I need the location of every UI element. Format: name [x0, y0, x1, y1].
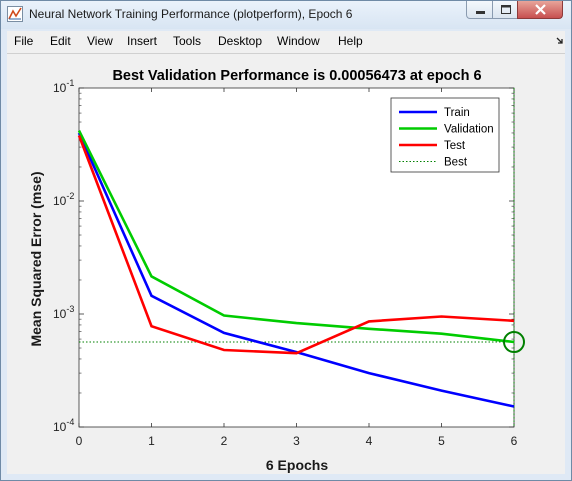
maximize-icon [501, 5, 511, 14]
menu-tools[interactable]: Tools [173, 34, 202, 48]
performance-chart: Best Validation Performance is 0.0005647… [28, 68, 525, 473]
x-tick-label: 4 [366, 434, 373, 448]
y-axis-ticks: 10-4 10-3 10-2 10-1 [53, 78, 514, 434]
minimize-button[interactable] [466, 1, 493, 19]
y-tick-label: 10-1 [53, 78, 74, 95]
legend-label-validation: Validation [444, 124, 494, 136]
y-tick-label: 10-2 [53, 191, 74, 208]
y-axis-label: Mean Squared Error (mse) [28, 171, 44, 346]
menu-help[interactable]: Help [338, 34, 363, 48]
best-point-circle [503, 331, 525, 354]
x-tick-label: 2 [221, 434, 228, 448]
menu-desktop[interactable]: Desktop [218, 34, 263, 48]
title-bar[interactable]: Neural Network Training Performance (plo… [1, 1, 571, 29]
menu-view[interactable]: View [87, 34, 113, 48]
series-line-validation [77, 130, 515, 344]
menu-window[interactable]: Window [277, 34, 320, 48]
figure-area: Best Validation Performance is 0.0005647… [7, 54, 565, 474]
x-axis-ticks: 0 1 2 3 4 5 6 [76, 88, 518, 448]
close-icon [535, 4, 546, 15]
y-tick-label: 10-4 [53, 417, 74, 434]
legend: Train Validation Test Best [390, 97, 500, 173]
maximize-button[interactable] [492, 1, 518, 19]
x-tick-label: 6 [511, 434, 518, 448]
x-tick-label: 5 [438, 434, 445, 448]
legend-label-best: Best [444, 157, 468, 169]
legend-label-test: Test [444, 140, 466, 152]
dock-arrow-icon[interactable] [555, 35, 565, 47]
legend-box [390, 97, 500, 173]
best-markers [79, 88, 515, 427]
minimize-icon [476, 11, 485, 14]
legend-label-train: Train [444, 107, 470, 119]
menu-edit[interactable]: Edit [50, 34, 71, 48]
y-tick-label: 10-3 [53, 304, 74, 321]
series-line-test [77, 135, 515, 355]
x-axis-label: 6 Epochs [266, 457, 328, 473]
x-tick-label: 1 [148, 434, 155, 448]
window-title: Neural Network Training Performance (plo… [29, 7, 353, 21]
menu-file[interactable]: File [14, 34, 34, 48]
close-button[interactable] [517, 1, 563, 19]
chart-title: Best Validation Performance is 0.0005647… [112, 68, 481, 84]
x-tick-label: 0 [76, 434, 83, 448]
menu-bar: File Edit View Insert Tools Desktop Wind… [7, 31, 565, 54]
menu-insert[interactable]: Insert [127, 34, 158, 48]
x-tick-label: 3 [293, 434, 300, 448]
series-lines [77, 130, 525, 408]
matlab-figure-icon [7, 6, 23, 22]
